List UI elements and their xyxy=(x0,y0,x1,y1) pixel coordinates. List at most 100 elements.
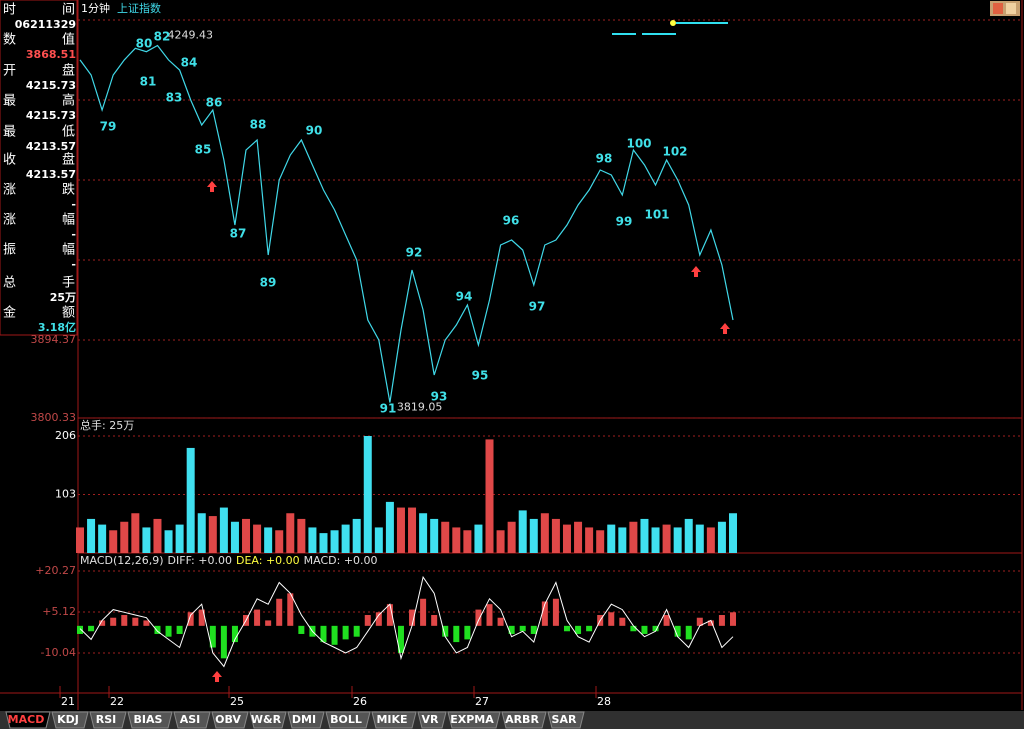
high-label: 4249.43 xyxy=(167,28,213,41)
volume-bar xyxy=(308,527,317,553)
tab-shape xyxy=(287,711,325,729)
macd-bar xyxy=(541,601,548,626)
symbol: 上证指数 xyxy=(117,1,161,15)
info-label: 开 xyxy=(3,64,16,79)
macd-bar xyxy=(442,625,449,637)
info-label: 最 xyxy=(3,125,16,140)
info-panel xyxy=(0,0,78,336)
y-tick-label: 3800.33 xyxy=(31,411,77,424)
day-label: 22 xyxy=(110,695,124,708)
info-label: 时 xyxy=(3,3,16,18)
wave-label: 84 xyxy=(181,56,198,70)
volume-bar xyxy=(385,501,394,553)
volume-bar xyxy=(463,530,472,553)
macd-bar xyxy=(730,612,736,626)
tab-shape xyxy=(371,711,417,729)
volume-bar xyxy=(142,527,151,553)
volume-bar xyxy=(319,533,328,553)
info-label: 最 xyxy=(3,94,16,109)
macd-bar xyxy=(464,625,471,640)
macd-bar xyxy=(497,617,504,626)
macd-bar xyxy=(641,625,648,634)
tab[interactable]: MACD xyxy=(5,711,51,729)
volume-bar xyxy=(529,518,538,553)
wave-label: 87 xyxy=(230,227,247,241)
info-label: 总 xyxy=(3,276,16,291)
macd-bar xyxy=(220,625,227,659)
tab-shape xyxy=(447,711,501,729)
diff-line xyxy=(79,575,734,668)
tab-label: MACD xyxy=(8,713,45,726)
tab-label: OBV xyxy=(215,713,241,726)
volume-bar xyxy=(673,527,682,553)
wave-label: 81 xyxy=(140,75,157,89)
macd-bar xyxy=(575,625,582,634)
tab-bar: MACD KDJ RSI BIAS ASI OBV W&R DMI BOLL MIKE VR EXPM… xyxy=(0,711,1024,729)
volume-bar xyxy=(363,436,372,553)
macd-bar xyxy=(198,609,205,626)
tab[interactable]: MIKE xyxy=(371,711,417,729)
macd-bar xyxy=(176,625,183,634)
macd-bar xyxy=(563,625,570,632)
info-label: 幅 xyxy=(62,243,75,258)
macd-bar xyxy=(88,625,95,632)
tab[interactable]: BIAS xyxy=(127,711,173,729)
volume-bar xyxy=(640,518,649,553)
info-value: 06211329 xyxy=(15,18,76,31)
macd-title-part: MACD(12,26,9) xyxy=(80,554,164,567)
volume-bar xyxy=(175,524,184,553)
wave-label: 80 xyxy=(136,37,153,51)
volume-bar xyxy=(197,513,206,553)
macd-bar xyxy=(696,617,703,626)
tab[interactable]: BOLL xyxy=(325,711,371,729)
wave-label: 91 xyxy=(380,402,397,416)
volume-bar xyxy=(330,530,339,553)
info-value: 4215.73 xyxy=(26,79,76,92)
tab[interactable]: EXPMA xyxy=(447,711,501,729)
macd-bar xyxy=(110,617,117,626)
volume-bar xyxy=(131,513,140,553)
tab[interactable]: OBV xyxy=(211,711,249,729)
wave-label: 96 xyxy=(503,214,520,228)
macd-bar xyxy=(143,620,150,626)
volume-bar xyxy=(286,513,295,553)
y-tick-label: 206 xyxy=(55,429,76,442)
macd-bar xyxy=(132,617,139,626)
volume-bar xyxy=(374,527,383,553)
macd-bar xyxy=(397,625,404,653)
macd-bar xyxy=(187,612,194,626)
macd-bar xyxy=(530,625,537,634)
tab[interactable]: W&R xyxy=(249,711,287,729)
macd-bar xyxy=(652,625,659,632)
info-value: 3868.51 xyxy=(26,48,76,61)
wave-label: 92 xyxy=(406,246,423,260)
macd-bar xyxy=(320,625,327,643)
macd-bar xyxy=(707,620,714,626)
info-value: - xyxy=(71,198,76,211)
tab[interactable]: KDJ xyxy=(51,711,89,729)
macd-title: MACD(12,26,9) DIFF: +0.00 DEA: +0.00 MACD: … xyxy=(80,554,378,567)
tab[interactable]: SAR xyxy=(547,711,585,729)
macd-bar xyxy=(121,615,128,626)
tab[interactable]: ASI xyxy=(173,711,211,729)
volume-bar xyxy=(153,518,162,553)
macd-title-part: MACD: +0.00 xyxy=(304,554,378,567)
tab-shape xyxy=(173,711,211,729)
volume-bar xyxy=(717,521,726,553)
tab-shape xyxy=(211,711,249,729)
tab[interactable]: RSI xyxy=(89,711,127,729)
volume-bar xyxy=(518,510,527,553)
corner-icon[interactable] xyxy=(990,1,1020,16)
macd-bar xyxy=(265,620,272,626)
tab[interactable]: VR xyxy=(417,711,447,729)
macd-bar xyxy=(619,617,626,626)
y-tick-label: +5.12 xyxy=(42,605,76,618)
macd-bar xyxy=(375,612,382,626)
tab-label: SAR xyxy=(552,713,577,726)
info-label: 涨 xyxy=(3,183,16,198)
info-label: 涨 xyxy=(3,213,16,228)
tab[interactable]: DMI xyxy=(287,711,325,729)
macd-bar xyxy=(231,625,238,643)
tab[interactable]: ARBR xyxy=(501,711,547,729)
volume-bar xyxy=(430,518,439,553)
